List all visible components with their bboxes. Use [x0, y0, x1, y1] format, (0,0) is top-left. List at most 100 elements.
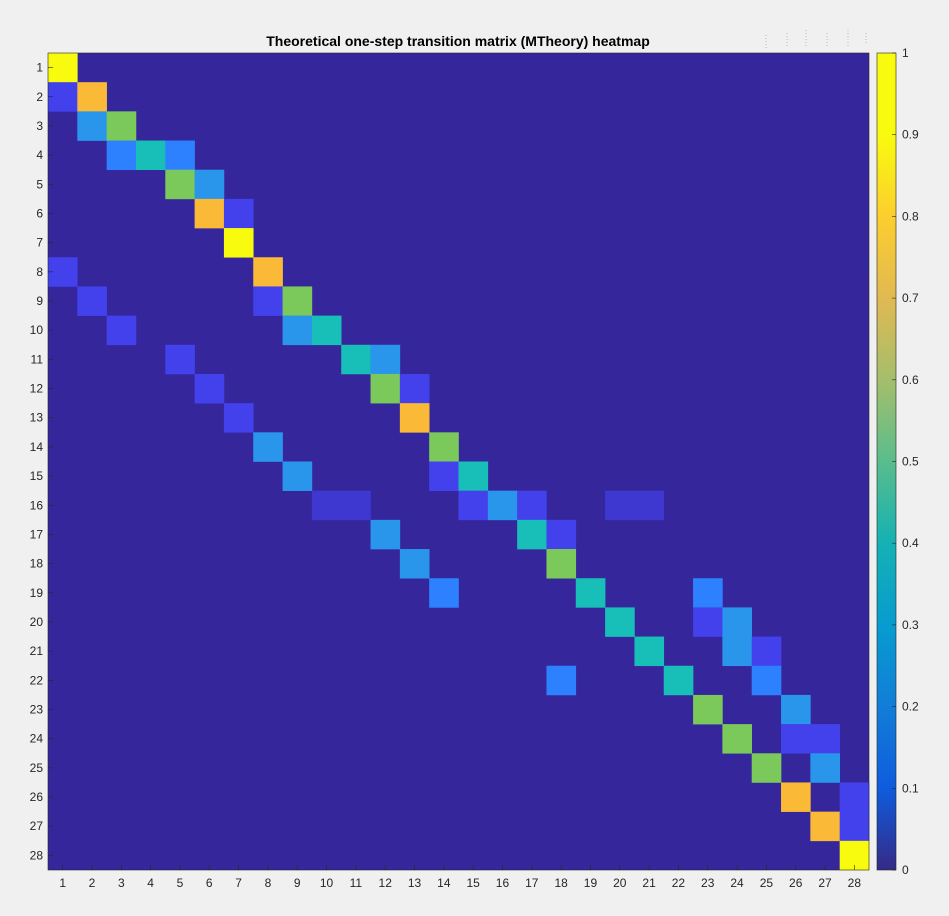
x-tick-label: 14 [437, 876, 451, 890]
heatmap-cell [693, 694, 723, 725]
heatmap-cell [223, 228, 254, 258]
heatmap-cell [77, 111, 107, 141]
y-tick-label: 24 [30, 732, 44, 746]
heatmap-cell [370, 344, 401, 375]
heatmap-cell [546, 549, 577, 579]
x-tick-label: 11 [350, 876, 363, 890]
heatmap-cell [751, 753, 782, 783]
x-tick-label: 13 [408, 876, 422, 890]
y-tick-label: 6 [36, 206, 43, 220]
y-tick-label: 3 [36, 119, 43, 133]
x-tick-label: 24 [730, 876, 744, 890]
heatmap-cell [458, 461, 489, 491]
heatmap-cell [546, 519, 577, 550]
y-tick-label: 10 [30, 323, 44, 337]
heatmap-cell [311, 315, 342, 346]
heatmap-cell [517, 519, 547, 550]
colorbar-tick-label: 0.5 [902, 455, 919, 469]
x-tick-label: 15 [466, 876, 480, 890]
plot-frame [47, 52, 870, 871]
x-tick-label: 16 [496, 876, 510, 890]
axes-toolbar[interactable] [765, 30, 867, 48]
x-tick-label: 7 [235, 876, 242, 890]
heatmap-cell [751, 636, 782, 667]
y-tick-label: 21 [30, 644, 44, 658]
heatmap-cell [370, 373, 401, 404]
heatmap-cell [77, 82, 107, 112]
x-tick-label: 22 [672, 876, 686, 890]
y-tick-label: 12 [30, 382, 44, 396]
y-tick-label: 17 [30, 527, 44, 541]
heatmap-cell [399, 373, 430, 404]
y-tick-label: 23 [30, 703, 44, 717]
heatmap-cell [370, 519, 401, 550]
heatmap-cell [106, 111, 137, 141]
heatmap-cell [605, 607, 635, 637]
heatmap-cell [311, 490, 342, 521]
heatmap-cell [253, 432, 283, 462]
heatmap-cell [106, 315, 137, 346]
y-tick-label: 16 [30, 498, 44, 512]
heatmap-cell [781, 724, 811, 754]
colorbar-tick-label: 0.4 [902, 536, 919, 550]
y-tick-label: 18 [30, 557, 44, 571]
heatmap-cell [399, 549, 430, 579]
colorbar-tick-label: 0.9 [902, 128, 919, 142]
y-tick-label: 13 [30, 411, 44, 425]
x-tick-label: 5 [177, 876, 184, 890]
heatmap-plot-area [47, 52, 870, 871]
x-tick-label: 1 [59, 876, 66, 890]
colorbar-tick-label: 1 [902, 46, 909, 60]
heatmap-cell [341, 490, 371, 521]
heatmap-cell [429, 578, 459, 608]
y-tick-label: 19 [30, 586, 44, 600]
heatmap-cell [722, 607, 753, 637]
chart-title: Theoretical one-step transition matrix (… [266, 33, 650, 49]
heatmap-cell [282, 286, 313, 316]
x-axis: 1 2 3 4 5 6 7 8 9 10 11 12 13 14 15 16 17 18 19 20 21 22 23 24 2… [59, 865, 861, 890]
heatmap-cell [165, 344, 195, 375]
heatmap-cell [341, 344, 371, 375]
colorbar-tick-label: 0.8 [902, 209, 919, 223]
heatmap-cell [693, 578, 723, 608]
y-tick-label: 27 [30, 819, 44, 833]
heatmap-cell [223, 403, 254, 433]
y-tick-label: 7 [36, 236, 43, 250]
x-tick-label: 6 [206, 876, 213, 890]
heatmap-cell [282, 461, 313, 491]
colorbar-tick-label: 0.7 [902, 291, 919, 305]
heatmap-cell [751, 665, 782, 696]
heatmap-cell [839, 811, 870, 842]
heatmap-cell [77, 286, 107, 316]
y-tick-label: 20 [30, 615, 44, 629]
y-tick-label: 11 [31, 352, 44, 366]
x-tick-label: 19 [584, 876, 598, 890]
y-tick-label: 9 [36, 294, 43, 308]
heatmap-cell [781, 782, 811, 812]
heatmap-cell [458, 490, 489, 521]
heatmap-cell [135, 140, 166, 171]
colorbar-tick-label: 0.3 [902, 618, 919, 632]
heatmap-cell [575, 578, 606, 608]
y-tick-label: 8 [36, 265, 43, 279]
x-tick-label: 10 [320, 876, 334, 890]
heatmap-cell [663, 665, 694, 696]
y-tick-label: 4 [36, 148, 43, 162]
heatmap-cell [429, 461, 459, 491]
x-tick-label: 4 [147, 876, 154, 890]
colorbar-tick-label: 0.6 [902, 373, 919, 387]
heatmap-cell [106, 140, 137, 171]
x-tick-label: 26 [789, 876, 803, 890]
y-tick-label: 1 [36, 61, 43, 75]
heatmap-cell [223, 198, 254, 229]
heatmap-cell [517, 490, 547, 521]
y-tick-label: 2 [36, 90, 43, 104]
x-tick-label: 8 [265, 876, 272, 890]
y-tick-label: 22 [30, 673, 44, 687]
heatmap-cell [693, 607, 723, 637]
heatmap-cell [781, 694, 811, 725]
y-tick-label: 26 [30, 790, 44, 804]
heatmap-cell [194, 198, 225, 229]
x-tick-label: 28 [848, 876, 862, 890]
